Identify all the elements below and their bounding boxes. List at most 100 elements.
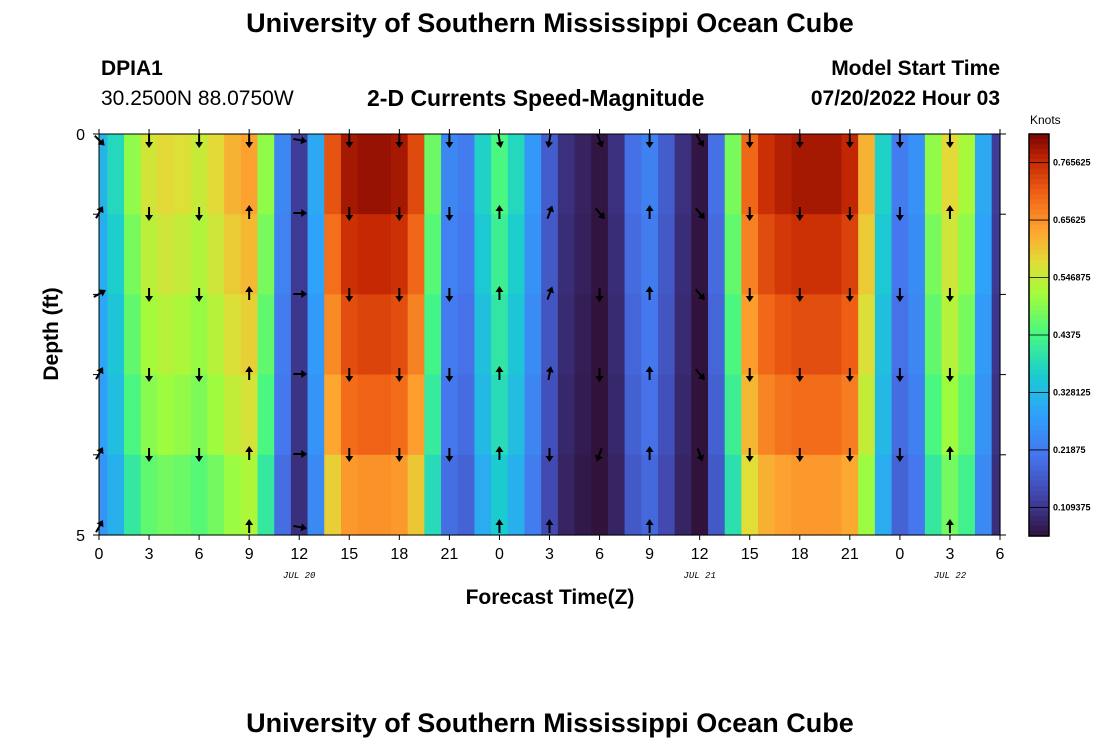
- heatmap-cell: [958, 374, 976, 456]
- heatmap-cell: [107, 454, 125, 536]
- heatmap-cell: [841, 134, 859, 215]
- current-arrow: [345, 134, 354, 148]
- heatmap-cell: [140, 134, 158, 215]
- heatmap-cell: [808, 454, 826, 536]
- heatmap-cell: [374, 294, 392, 376]
- heatmap-cell: [724, 294, 742, 376]
- current-arrow: [645, 205, 654, 219]
- x-tick-label: 0: [895, 546, 904, 563]
- heatmap-cell: [758, 214, 776, 295]
- x-tick-label: 18: [390, 546, 408, 563]
- current-arrow: [696, 448, 705, 462]
- heatmap-cell: [541, 374, 559, 456]
- heatmap-cell: [657, 294, 676, 376]
- heatmap-cell: [257, 214, 275, 295]
- heatmap-cell: [974, 214, 993, 295]
- current-arrow: [495, 519, 504, 533]
- colorbar-segment: [1029, 304, 1049, 311]
- heatmap-cell: [991, 214, 1001, 295]
- heatmap-cell: [774, 214, 793, 295]
- heatmap-cell: [924, 374, 943, 456]
- heatmap-cell: [107, 294, 125, 376]
- heatmap-cell: [574, 454, 592, 536]
- heatmap-cell: [524, 134, 542, 215]
- heatmap-cell: [591, 134, 609, 215]
- heatmap-cell: [741, 134, 759, 215]
- heatmap-cell: [457, 134, 476, 215]
- heatmap-cell: [908, 374, 926, 456]
- heatmap-cell: [424, 374, 442, 456]
- station-coordinates: 30.2500N 88.0750W: [101, 87, 294, 110]
- current-arrow: [495, 286, 504, 300]
- heatmap-cell: [657, 454, 676, 536]
- heatmap-cell: [791, 134, 809, 215]
- heatmap-cell: [858, 374, 876, 456]
- heatmap-cell: [290, 454, 309, 536]
- colorbar-segment: [1029, 174, 1049, 180]
- colorbar-segment: [1029, 224, 1049, 231]
- heatmap-cell: [724, 374, 742, 456]
- heatmap-cell: [808, 374, 826, 456]
- x-tick-label: 21: [440, 546, 458, 563]
- heatmap-cell: [174, 374, 192, 456]
- heatmap-cell: [674, 294, 692, 376]
- heatmap-cell: [708, 214, 726, 295]
- heatmap-cell: [340, 294, 359, 376]
- colorbar-segment: [1029, 209, 1049, 215]
- heatmap-cell: [541, 134, 559, 215]
- heatmap-cell: [491, 454, 509, 536]
- colorbar-segment: [1029, 410, 1049, 416]
- heatmap-cell: [290, 374, 309, 456]
- heatmap-cell: [124, 374, 142, 456]
- heatmap-cell: [140, 374, 158, 456]
- heatmap-cell: [724, 134, 742, 215]
- heatmap-cell: [991, 374, 1001, 456]
- current-arrow: [645, 446, 654, 460]
- heatmap-cell: [574, 374, 592, 456]
- heatmap-cell: [691, 454, 709, 536]
- x-tick-label: 12: [691, 546, 709, 563]
- heatmap-cell: [207, 134, 225, 215]
- colorbar-segment: [1029, 254, 1049, 261]
- current-arrow: [945, 519, 954, 533]
- colorbar-segment: [1029, 154, 1049, 160]
- heatmap-cell: [390, 294, 409, 376]
- heatmap-cell: [257, 294, 275, 376]
- heatmap-cell: [99, 454, 108, 536]
- current-arrow: [595, 368, 604, 382]
- x-tick-label: 0: [495, 546, 504, 563]
- heatmap-cell: [858, 294, 876, 376]
- heatmap-cell: [224, 294, 242, 376]
- colorbar-segment: [1029, 139, 1049, 145]
- heatmap-cell: [891, 374, 909, 456]
- colorbar-segment: [1029, 510, 1049, 517]
- colorbar-segment: [1029, 294, 1049, 301]
- heatmap-cell: [774, 374, 793, 456]
- heatmap-cell: [774, 454, 793, 536]
- current-arrow: [695, 368, 705, 381]
- heatmap-cell: [591, 454, 609, 536]
- colorbar-segment: [1029, 380, 1049, 386]
- current-arrow: [395, 288, 404, 302]
- current-arrow: [745, 207, 754, 221]
- heatmap-cell: [207, 294, 225, 376]
- heatmap-cell: [507, 294, 526, 376]
- heatmap-cell: [240, 374, 259, 456]
- heatmap-cell: [307, 294, 325, 376]
- heatmap-cell: [991, 454, 1001, 536]
- heatmap-cell: [708, 454, 726, 536]
- colorbar-segment: [1029, 164, 1049, 170]
- heatmap-cell: [991, 294, 1001, 376]
- heatmap-cell: [607, 454, 626, 536]
- heatmap-cell: [574, 214, 592, 295]
- heatmap-cell: [674, 134, 692, 215]
- current-arrow: [395, 207, 404, 221]
- heatmap-cell: [374, 134, 392, 215]
- heatmap-cell: [224, 134, 242, 215]
- heatmap-cell: [190, 374, 209, 456]
- colorbar-segment: [1029, 470, 1049, 477]
- heatmap-cell: [99, 294, 108, 376]
- current-arrow: [245, 134, 254, 148]
- current-arrow: [795, 448, 804, 462]
- heatmap-cell: [240, 294, 259, 376]
